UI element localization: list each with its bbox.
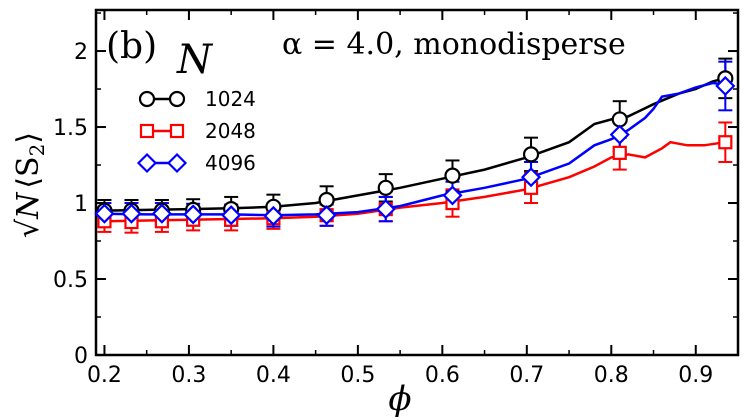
x-tick-label: 0.7 xyxy=(509,363,544,388)
legend-marker-1024 xyxy=(138,90,156,108)
data-point-4096 xyxy=(121,203,142,224)
y-tick-label: 0.5 xyxy=(53,268,88,293)
legend-label-1024: 1024 xyxy=(205,87,256,111)
legend-marker-1024 xyxy=(168,90,186,108)
data-point-1024 xyxy=(611,111,628,128)
data-point-4096 xyxy=(442,185,463,206)
y-axis-label: √N⟨S2⟩ xyxy=(11,132,49,238)
data-point-1024 xyxy=(377,179,394,196)
data-point-4096 xyxy=(375,199,396,220)
legend-marker-2048 xyxy=(139,123,155,139)
legend-label-2048: 2048 xyxy=(205,119,256,143)
data-point-2048 xyxy=(718,135,733,150)
y-tick-label: 0 xyxy=(74,344,88,369)
x-tick-label: 0.5 xyxy=(340,363,375,388)
data-point-4096 xyxy=(715,75,736,97)
axis-layer: 0.2 0.3 0.4 0.5 0.6 0.7 0.8 0.9 0 0.5 1 1.5 2 xyxy=(53,10,738,388)
y-tick-label: 1.5 xyxy=(53,116,88,141)
y-tick-label: 1 xyxy=(74,192,88,217)
data-point-4096 xyxy=(316,205,337,226)
svg-text:√N⟨S2⟩: √N⟨S2⟩ xyxy=(11,132,49,238)
data-point-4096 xyxy=(151,203,172,224)
legend-marker-4096 xyxy=(166,152,188,174)
series-line-1024 xyxy=(104,77,726,212)
legend-marker-4096 xyxy=(136,152,158,174)
y-tick-label: 2 xyxy=(74,40,88,65)
x-tick-label: 0.9 xyxy=(678,363,713,388)
x-axis-label: ϕ xyxy=(388,379,411,419)
y-axis-label-suffix: ⟩ xyxy=(11,132,46,144)
x-tick-label: 0.4 xyxy=(256,363,291,388)
data-point-1024 xyxy=(444,167,461,184)
legend-marker-2048 xyxy=(169,123,185,139)
annotation: α = 4.0, monodisperse xyxy=(282,27,626,62)
data-point-1024 xyxy=(522,146,540,163)
data-point-2048 xyxy=(612,145,627,160)
x-tick-label: 0.8 xyxy=(594,363,629,388)
series-layer xyxy=(94,57,736,234)
x-tick-label: 0.2 xyxy=(87,363,122,388)
legend-title: N xyxy=(176,37,214,83)
y-axis-label-main: ⟨S xyxy=(11,156,46,188)
data-point-4096 xyxy=(183,204,204,225)
plot-frame xyxy=(94,8,740,357)
data-point-4096 xyxy=(609,124,630,145)
data-point-4096 xyxy=(221,205,242,226)
y-axis-label-sub: 2 xyxy=(25,144,49,157)
series-line-4096 xyxy=(104,81,726,217)
panel-label: (b) xyxy=(106,26,157,67)
legend-label-4096: 4096 xyxy=(205,151,256,175)
data-point-4096 xyxy=(94,203,115,224)
legend: 1024 2048 4096 xyxy=(136,87,256,175)
data-point-4096 xyxy=(520,167,542,188)
data-point-4096 xyxy=(263,205,284,226)
x-tick-label: 0.3 xyxy=(171,363,206,388)
data-point-1024 xyxy=(318,191,335,209)
x-tick-label: 0.6 xyxy=(425,363,460,388)
y-axis-label-prefix: √N xyxy=(11,191,46,238)
